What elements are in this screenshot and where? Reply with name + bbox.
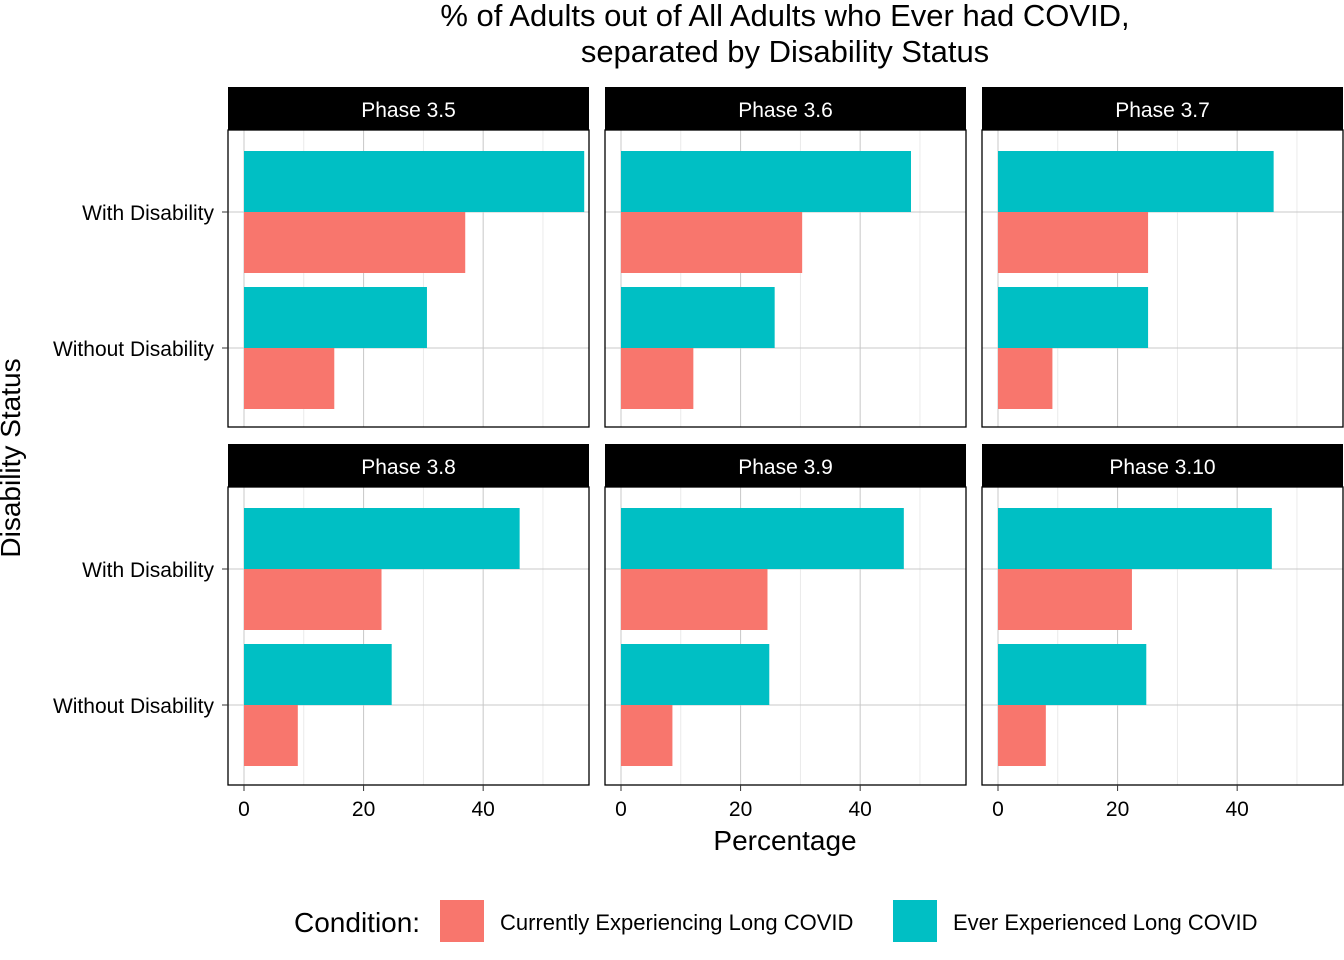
- panel-border: [227, 486, 590, 786]
- facet-label: Phase 3.9: [738, 456, 833, 479]
- facet-label: Phase 3.8: [361, 456, 456, 479]
- legend-label-ever: Ever Experienced Long COVID: [953, 910, 1258, 935]
- y-tick-label: Without Disability: [53, 695, 215, 718]
- bar-ever-experienced: [244, 644, 392, 705]
- bar-ever-experienced: [621, 644, 770, 705]
- x-tick-label: 20: [1106, 798, 1129, 821]
- facet-label: Phase 3.7: [1115, 99, 1210, 122]
- bar-currently-experiencing: [621, 212, 803, 273]
- bar-ever-experienced: [244, 287, 427, 348]
- x-tick-label: 0: [615, 798, 627, 821]
- facet-label: Phase 3.5: [361, 99, 456, 122]
- x-tick-label: 40: [1225, 798, 1248, 821]
- legend-title: Condition:: [294, 907, 421, 938]
- bar-ever-experienced: [998, 508, 1272, 569]
- x-axis-title: Percentage: [713, 825, 856, 856]
- panel-border: [227, 129, 590, 428]
- facet-strip: [228, 444, 589, 487]
- bar-currently-experiencing: [621, 348, 694, 409]
- panel-border: [981, 129, 1344, 428]
- bar-currently-experiencing: [244, 705, 298, 766]
- facet-strip: [605, 87, 966, 130]
- y-tick-label: With Disability: [82, 559, 214, 582]
- legend-key-ever: [893, 900, 937, 942]
- y-tick-label: With Disability: [82, 202, 214, 225]
- facet-label: Phase 3.6: [738, 99, 833, 122]
- bar-ever-experienced: [621, 508, 904, 569]
- bar-ever-experienced: [621, 287, 775, 348]
- bar-ever-experienced: [998, 287, 1149, 348]
- bar-currently-experiencing: [998, 705, 1046, 766]
- x-tick-label: 0: [992, 798, 1004, 821]
- bar-currently-experiencing: [244, 212, 466, 273]
- bar-ever-experienced: [244, 508, 520, 569]
- facet-strip: [605, 444, 966, 487]
- bar-ever-experienced: [998, 151, 1274, 212]
- legend-label-currently: Currently Experiencing Long COVID: [500, 910, 854, 935]
- facet-strip: [982, 87, 1343, 130]
- bar-currently-experiencing: [621, 569, 768, 630]
- bar-currently-experiencing: [998, 348, 1053, 409]
- y-tick-label: Without Disability: [53, 338, 215, 361]
- panel-border: [981, 486, 1344, 786]
- panel-border: [604, 129, 967, 428]
- bar-currently-experiencing: [244, 569, 382, 630]
- bar-currently-experiencing: [998, 569, 1132, 630]
- bar-currently-experiencing: [244, 348, 335, 409]
- x-tick-label: 40: [471, 798, 494, 821]
- x-tick-label: 20: [352, 798, 375, 821]
- legend-key-currently: [440, 900, 484, 942]
- facet-label: Phase 3.10: [1109, 456, 1215, 479]
- facet-strip: [228, 87, 589, 130]
- chart-title-line-1: % of Adults out of All Adults who Ever h…: [440, 0, 1130, 33]
- y-axis-title: Disability Status: [0, 358, 26, 557]
- x-tick-label: 0: [238, 798, 250, 821]
- bar-ever-experienced: [244, 151, 585, 212]
- bar-ever-experienced: [998, 644, 1147, 705]
- facet-strip: [982, 444, 1343, 487]
- x-tick-label: 40: [848, 798, 871, 821]
- x-tick-label: 20: [729, 798, 752, 821]
- bar-ever-experienced: [621, 151, 911, 212]
- bar-currently-experiencing: [998, 212, 1149, 273]
- panel-border: [604, 486, 967, 786]
- bar-currently-experiencing: [621, 705, 673, 766]
- legend: Condition: Currently Experiencing Long C…: [0, 898, 1344, 948]
- chart-title-line-2: separated by Disability Status: [580, 34, 990, 69]
